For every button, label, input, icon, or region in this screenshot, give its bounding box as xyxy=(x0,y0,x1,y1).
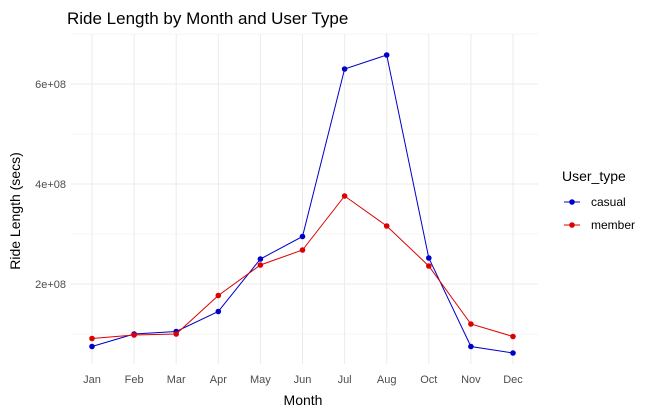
x-tick-label: Jul xyxy=(338,374,352,386)
data-point-casual xyxy=(510,350,516,356)
x-tick-label: May xyxy=(250,374,271,386)
x-axis-ticks: Jan Feb Mar Apr May Jun Jul Aug Oct Nov Dec xyxy=(83,374,523,386)
data-point-casual xyxy=(426,255,432,261)
data-point-casual xyxy=(468,343,474,350)
data-point-casual xyxy=(257,256,264,262)
y-tick-label: 4e+08 xyxy=(35,179,66,191)
data-point-member xyxy=(510,333,516,340)
x-tick-label: Mar xyxy=(167,374,186,386)
y-tick-label: 2e+08 xyxy=(35,279,66,291)
legend-key-point xyxy=(569,222,575,228)
data-point-member xyxy=(299,247,306,253)
data-point-member xyxy=(215,292,222,299)
legend-label: member xyxy=(591,218,635,232)
data-point-casual xyxy=(299,233,306,240)
x-axis-title: Month xyxy=(284,392,323,408)
legend-key-point xyxy=(569,199,575,205)
series-member xyxy=(89,193,516,342)
data-point-member xyxy=(173,331,179,337)
x-tick-label: Aug xyxy=(377,374,397,386)
y-axis-title: Ride Length (secs) xyxy=(7,152,23,270)
legend-label: casual xyxy=(591,195,626,209)
plot-grid xyxy=(71,33,538,364)
x-tick-label: Dec xyxy=(503,374,523,386)
data-point-casual xyxy=(383,52,390,58)
data-point-member xyxy=(426,263,432,269)
data-point-member xyxy=(468,321,474,327)
data-point-member xyxy=(89,335,95,342)
x-tick-label: Apr xyxy=(210,374,227,386)
legend-item-member: member xyxy=(564,218,635,232)
x-tick-label: Nov xyxy=(461,374,481,386)
data-point-member xyxy=(257,262,264,268)
data-point-casual xyxy=(215,308,222,315)
x-tick-label: Feb xyxy=(125,374,144,386)
legend-item-casual: casual xyxy=(564,195,626,209)
legend: User_type casual member xyxy=(562,168,635,232)
y-axis-ticks: 2e+08 4e+08 6e+08 xyxy=(35,79,66,291)
legend-title: User_type xyxy=(562,168,626,184)
data-point-member xyxy=(383,223,390,229)
x-tick-label: Jun xyxy=(294,374,312,386)
data-point-casual xyxy=(341,66,348,72)
x-tick-label: Jan xyxy=(83,374,101,386)
chart-title: Ride Length by Month and User Type xyxy=(67,9,348,28)
data-point-member xyxy=(341,193,348,199)
data-point-casual xyxy=(89,343,95,350)
series-layer xyxy=(89,52,516,356)
x-tick-label: Oct xyxy=(420,374,437,386)
data-point-member xyxy=(131,332,137,338)
y-tick-label: 6e+08 xyxy=(35,79,66,91)
